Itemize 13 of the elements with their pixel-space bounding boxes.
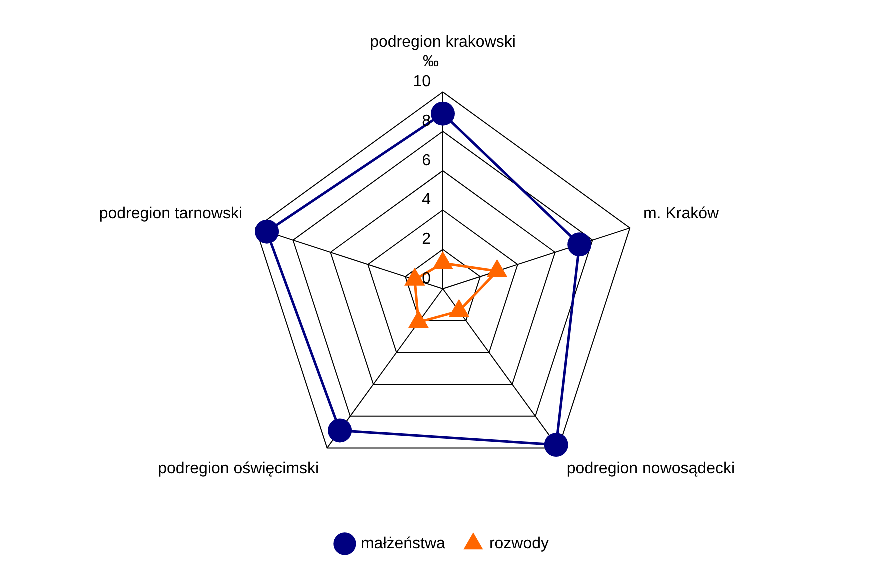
spoke-label: m. Kraków (643, 206, 720, 223)
legend-label: małżeństwa (360, 535, 446, 552)
y-tick-label: 0 (422, 270, 432, 288)
text: ‰ (423, 54, 439, 71)
y-tick-label: 6 (422, 152, 432, 170)
legend-label: rozwody (489, 535, 550, 552)
y-tick-label: 10 (413, 74, 432, 91)
spoke-label: podregion tarnowski (99, 206, 243, 223)
spoke-label: podregion oświęcimski (158, 460, 320, 478)
y-tick-label: 2 (422, 231, 432, 248)
spoke-label: podregion krakowski (370, 34, 516, 52)
y-tick-label: 4 (422, 192, 432, 209)
spoke-label: podregion nowosądecki (566, 460, 736, 478)
